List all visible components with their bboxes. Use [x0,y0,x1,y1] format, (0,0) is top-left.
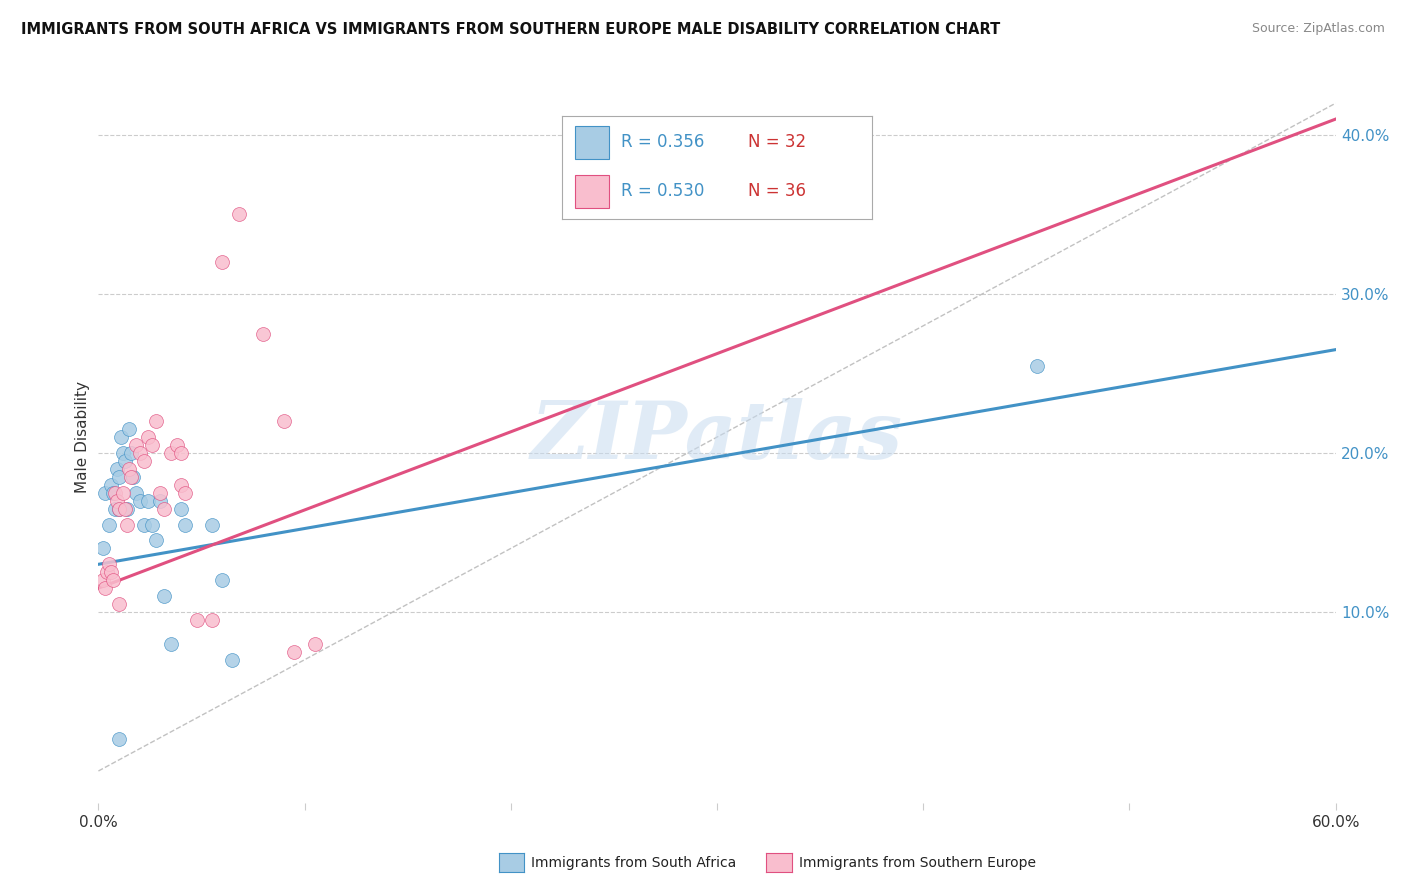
Point [118,462,141,476]
Point [153,589,176,603]
Point [105,493,128,508]
Point [93,485,115,500]
FancyBboxPatch shape [575,127,609,159]
Point [170,477,193,491]
Point [97,558,120,572]
Point [149,485,172,500]
Point [93,581,115,595]
Point [128,446,150,460]
Point [101,485,124,500]
Text: Immigrants from Southern Europe: Immigrants from Southern Europe [799,855,1036,870]
Point [114,454,136,468]
Point [252,326,274,341]
Point [141,438,163,452]
Point [124,438,146,452]
Point [170,446,193,460]
Point [211,255,233,269]
Point [108,501,131,516]
Point [170,501,193,516]
Text: Source: ZipAtlas.com: Source: ZipAtlas.com [1251,22,1385,36]
Point [97,517,120,532]
Point [159,446,181,460]
Text: R = 0.356: R = 0.356 [621,133,704,151]
Point [201,613,224,627]
Point [110,430,132,444]
Point [122,470,145,484]
Point [128,493,150,508]
Point [108,597,131,611]
Point [120,470,142,484]
Point [104,501,127,516]
Point [96,566,118,580]
Point [283,645,305,659]
Text: N = 32: N = 32 [748,133,806,151]
Point [211,573,233,587]
Point [186,613,208,627]
Point [153,501,176,516]
Point [124,485,146,500]
Point [132,517,155,532]
Point [201,517,224,532]
Point [104,485,127,500]
Point [117,517,139,532]
Text: ZIPatlas: ZIPatlas [531,399,903,475]
Text: R = 0.530: R = 0.530 [621,182,704,201]
Point [118,422,141,436]
Point [108,501,131,516]
Point [304,637,326,651]
Point [108,732,131,747]
Point [159,637,181,651]
Point [145,533,167,548]
Point [136,430,159,444]
Point [221,653,243,667]
Point [100,566,122,580]
Point [117,501,139,516]
Text: Immigrants from South Africa: Immigrants from South Africa [531,855,737,870]
Point [114,501,136,516]
Text: IMMIGRANTS FROM SOUTH AFRICA VS IMMIGRANTS FROM SOUTHERN EUROPE MALE DISABILITY : IMMIGRANTS FROM SOUTH AFRICA VS IMMIGRAN… [21,22,1000,37]
Y-axis label: Male Disability: Male Disability [75,381,90,493]
Point [166,438,188,452]
FancyBboxPatch shape [575,176,609,208]
Point [174,485,197,500]
Point [91,573,114,587]
Point [145,414,167,428]
Point [141,517,163,532]
Point [100,477,122,491]
Point [136,493,159,508]
Point [108,470,131,484]
Point [1025,359,1047,373]
Point [105,462,128,476]
Point [228,207,250,221]
Point [112,446,135,460]
Point [112,485,135,500]
Point [149,493,172,508]
Point [101,573,124,587]
Point [174,517,197,532]
Point [120,446,142,460]
Point [132,454,155,468]
Point [273,414,295,428]
Text: N = 36: N = 36 [748,182,806,201]
Point [91,541,114,556]
